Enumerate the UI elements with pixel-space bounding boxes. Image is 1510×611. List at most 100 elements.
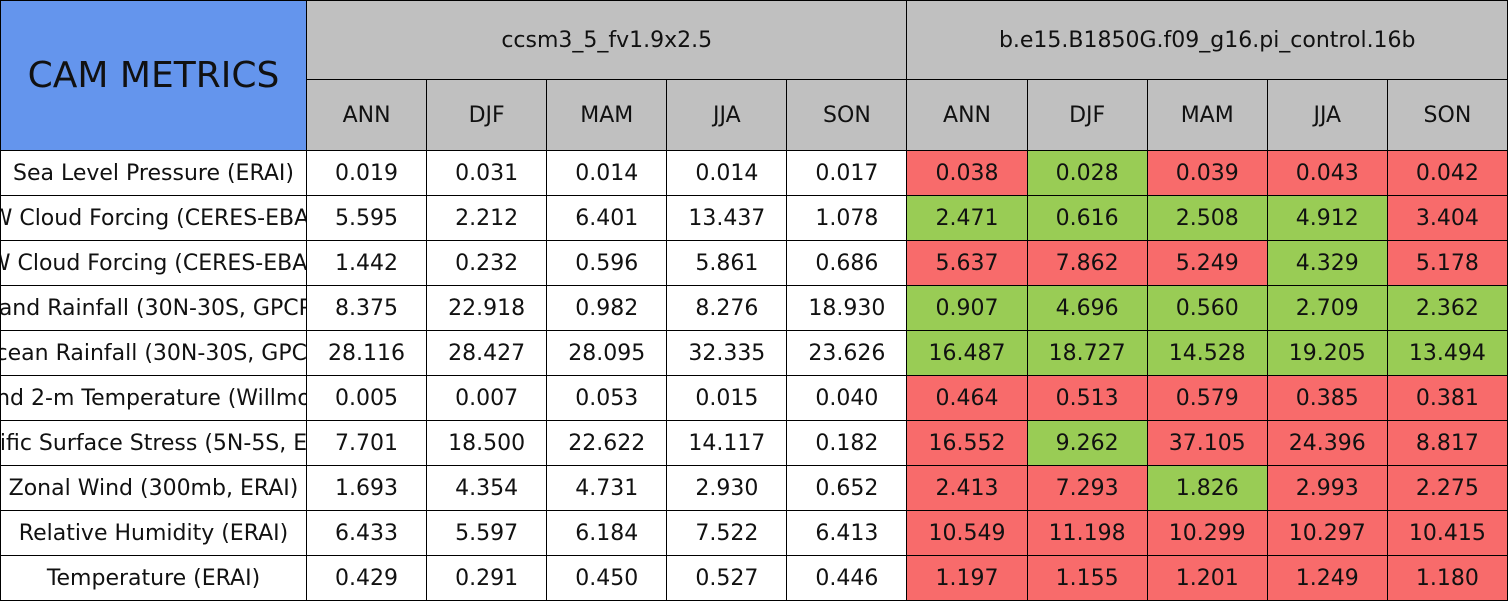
- header-row: CAM METRICS ccsm3_5_fv1.9x2.5 b.e15.B1850…: [0, 0, 1508, 151]
- metric-cell: 1.826: [1146, 465, 1268, 511]
- metric-cell: 5.595: [305, 195, 428, 241]
- metric-cell: 0.040: [786, 375, 908, 421]
- metric-cell: 0.464: [906, 375, 1028, 421]
- row-label-cell: Land 2-m Temperature (Willmott): [0, 375, 307, 421]
- metric-cell: 13.437: [666, 195, 788, 241]
- metric-cell: 4.329: [1266, 240, 1388, 286]
- data-row: Land Rainfall (30N-30S, GPCP) 8.375 22.918…: [0, 285, 1509, 331]
- metric-cell: 0.450: [546, 555, 668, 601]
- metric-cell: 18.727: [1026, 330, 1148, 376]
- metric-cell: 6.184: [546, 510, 668, 556]
- metric-cell: 3.404: [1386, 195, 1509, 241]
- metric-cell: 8.375: [305, 285, 428, 331]
- row-label-cell: Land Rainfall (30N-30S, GPCP): [0, 285, 307, 331]
- row-label-cell: Pacific Surface Stress (5N-5S, ERS): [0, 420, 307, 466]
- metric-cell: 0.005: [305, 375, 428, 421]
- metric-cell: 8.817: [1386, 420, 1509, 466]
- metric-cell: 28.095: [546, 330, 668, 376]
- data-row: Land 2-m Temperature (Willmott)0.0050.00…: [0, 375, 1509, 421]
- metric-cell: 1.442: [305, 240, 428, 286]
- table-title: CAM METRICS: [0, 0, 307, 151]
- metric-cell: 0.446: [786, 555, 908, 601]
- row-label: Land 2-m Temperature (Willmott): [2, 385, 306, 411]
- metric-cell: 0.291: [426, 555, 548, 601]
- metric-cell: 1.249: [1266, 555, 1388, 601]
- data-row: Pacific Surface Stress (5N-5S, ERS)7.701…: [0, 420, 1509, 466]
- metric-cell: 2.508: [1146, 195, 1268, 241]
- metric-cell: 2.709: [1266, 285, 1388, 331]
- row-label-cell: Sea Level Pressure (ERAI): [0, 150, 307, 196]
- metric-cell: 28.427: [426, 330, 548, 376]
- season-header: DJF: [426, 79, 548, 151]
- metric-cell: 0.907: [906, 285, 1028, 331]
- metric-cell: 0.982: [546, 285, 668, 331]
- metric-cell: 1.078: [786, 195, 908, 241]
- row-label: Ocean Rainfall (30N-30S, GPCP): [2, 340, 306, 366]
- metric-cell: 0.014: [546, 150, 668, 196]
- metric-cell: 5.249: [1146, 240, 1268, 286]
- metric-cell: 9.262: [1026, 420, 1148, 466]
- season-row: ANN DJF MAM JJA SON ANN DJF MAM JJA SON: [1, 79, 1509, 151]
- metric-cell: 0.182: [786, 420, 908, 466]
- metric-cell: 2.930: [666, 465, 788, 511]
- metric-cell: 7.522: [666, 510, 788, 556]
- row-label-cell: Temperature (ERAI): [0, 555, 307, 601]
- season-header: SON: [786, 79, 908, 151]
- metric-cell: 1.693: [305, 465, 428, 511]
- metric-cell: 4.912: [1266, 195, 1388, 241]
- data-row: Relative Humidity (ERAI) 6.433 5.597 6.184 7…: [0, 510, 1509, 556]
- row-label-cell: SW Cloud Forcing (CERES-EBAF): [0, 195, 307, 241]
- metric-cell: 0.015: [666, 375, 788, 421]
- metric-cell: 0.560: [1146, 285, 1268, 331]
- metric-cell: 0.513: [1026, 375, 1148, 421]
- season-header: JJA: [1266, 79, 1388, 151]
- metric-cell: 24.396: [1266, 420, 1388, 466]
- row-label: Pacific Surface Stress (5N-5S, ERS): [1, 430, 306, 456]
- season-header: SON: [1386, 79, 1509, 151]
- metric-cell: 0.028: [1026, 150, 1148, 196]
- data-row: SW Cloud Forcing (CERES-EBAF)5.5952.2126…: [0, 195, 1509, 241]
- row-label: Land Rainfall (30N-30S, GPCP): [1, 295, 306, 321]
- metric-cell: 2.362: [1386, 285, 1509, 331]
- metric-cell: 0.385: [1266, 375, 1388, 421]
- group-header: b.e15.B1850G.f09_g16.pi_control.16b: [906, 0, 1508, 80]
- metric-cell: 0.038: [906, 150, 1028, 196]
- metric-cell: 7.293: [1026, 465, 1148, 511]
- data-row: Ocean Rainfall (30N-30S, GPCP)28.11628.4…: [0, 330, 1509, 376]
- metric-cell: 0.017: [786, 150, 908, 196]
- metric-cell: 13.494: [1386, 330, 1509, 376]
- metric-cell: 1.180: [1386, 555, 1509, 601]
- metric-cell: 14.117: [666, 420, 788, 466]
- metric-cell: 4.696: [1026, 285, 1148, 331]
- metric-cell: 32.335: [666, 330, 788, 376]
- season-header: ANN: [906, 79, 1028, 151]
- metric-cell: 10.299: [1146, 510, 1268, 556]
- data-row: LW Cloud Forcing (CERES-EBAF)1.4420.2320…: [0, 240, 1509, 286]
- metric-cell: 0.014: [666, 150, 788, 196]
- metric-cell: 5.178: [1386, 240, 1509, 286]
- metric-cell: 6.433: [305, 510, 428, 556]
- data-row: Zonal Wind (300mb, ERAI) 1.693 4.354 4.731 2…: [0, 465, 1509, 511]
- row-label: Temperature (ERAI): [46, 565, 261, 591]
- row-label: Relative Humidity (ERAI): [18, 520, 289, 546]
- row-label: Sea Level Pressure (ERAI): [13, 160, 294, 186]
- metric-cell: 0.007: [426, 375, 548, 421]
- metric-cell: 16.552: [906, 420, 1028, 466]
- metric-cell: 8.276: [666, 285, 788, 331]
- metric-cell: 0.429: [305, 555, 428, 601]
- metric-cell: 0.381: [1386, 375, 1509, 421]
- metric-cell: 1.201: [1146, 555, 1268, 601]
- metric-cell: 0.043: [1266, 150, 1388, 196]
- metric-cell: 5.637: [906, 240, 1028, 286]
- row-label-cell: LW Cloud Forcing (CERES-EBAF): [0, 240, 307, 286]
- metric-cell: 0.652: [786, 465, 908, 511]
- row-label-cell: Zonal Wind (300mb, ERAI): [0, 465, 307, 511]
- metric-cell: 0.579: [1146, 375, 1268, 421]
- metric-cell: 4.354: [426, 465, 548, 511]
- metric-cell: 7.701: [305, 420, 428, 466]
- data-row: Temperature (ERAI) 0.429 0.291 0.450 0.527 0.…: [0, 555, 1509, 601]
- metric-cell: 23.626: [786, 330, 908, 376]
- metric-cell: 0.596: [546, 240, 668, 286]
